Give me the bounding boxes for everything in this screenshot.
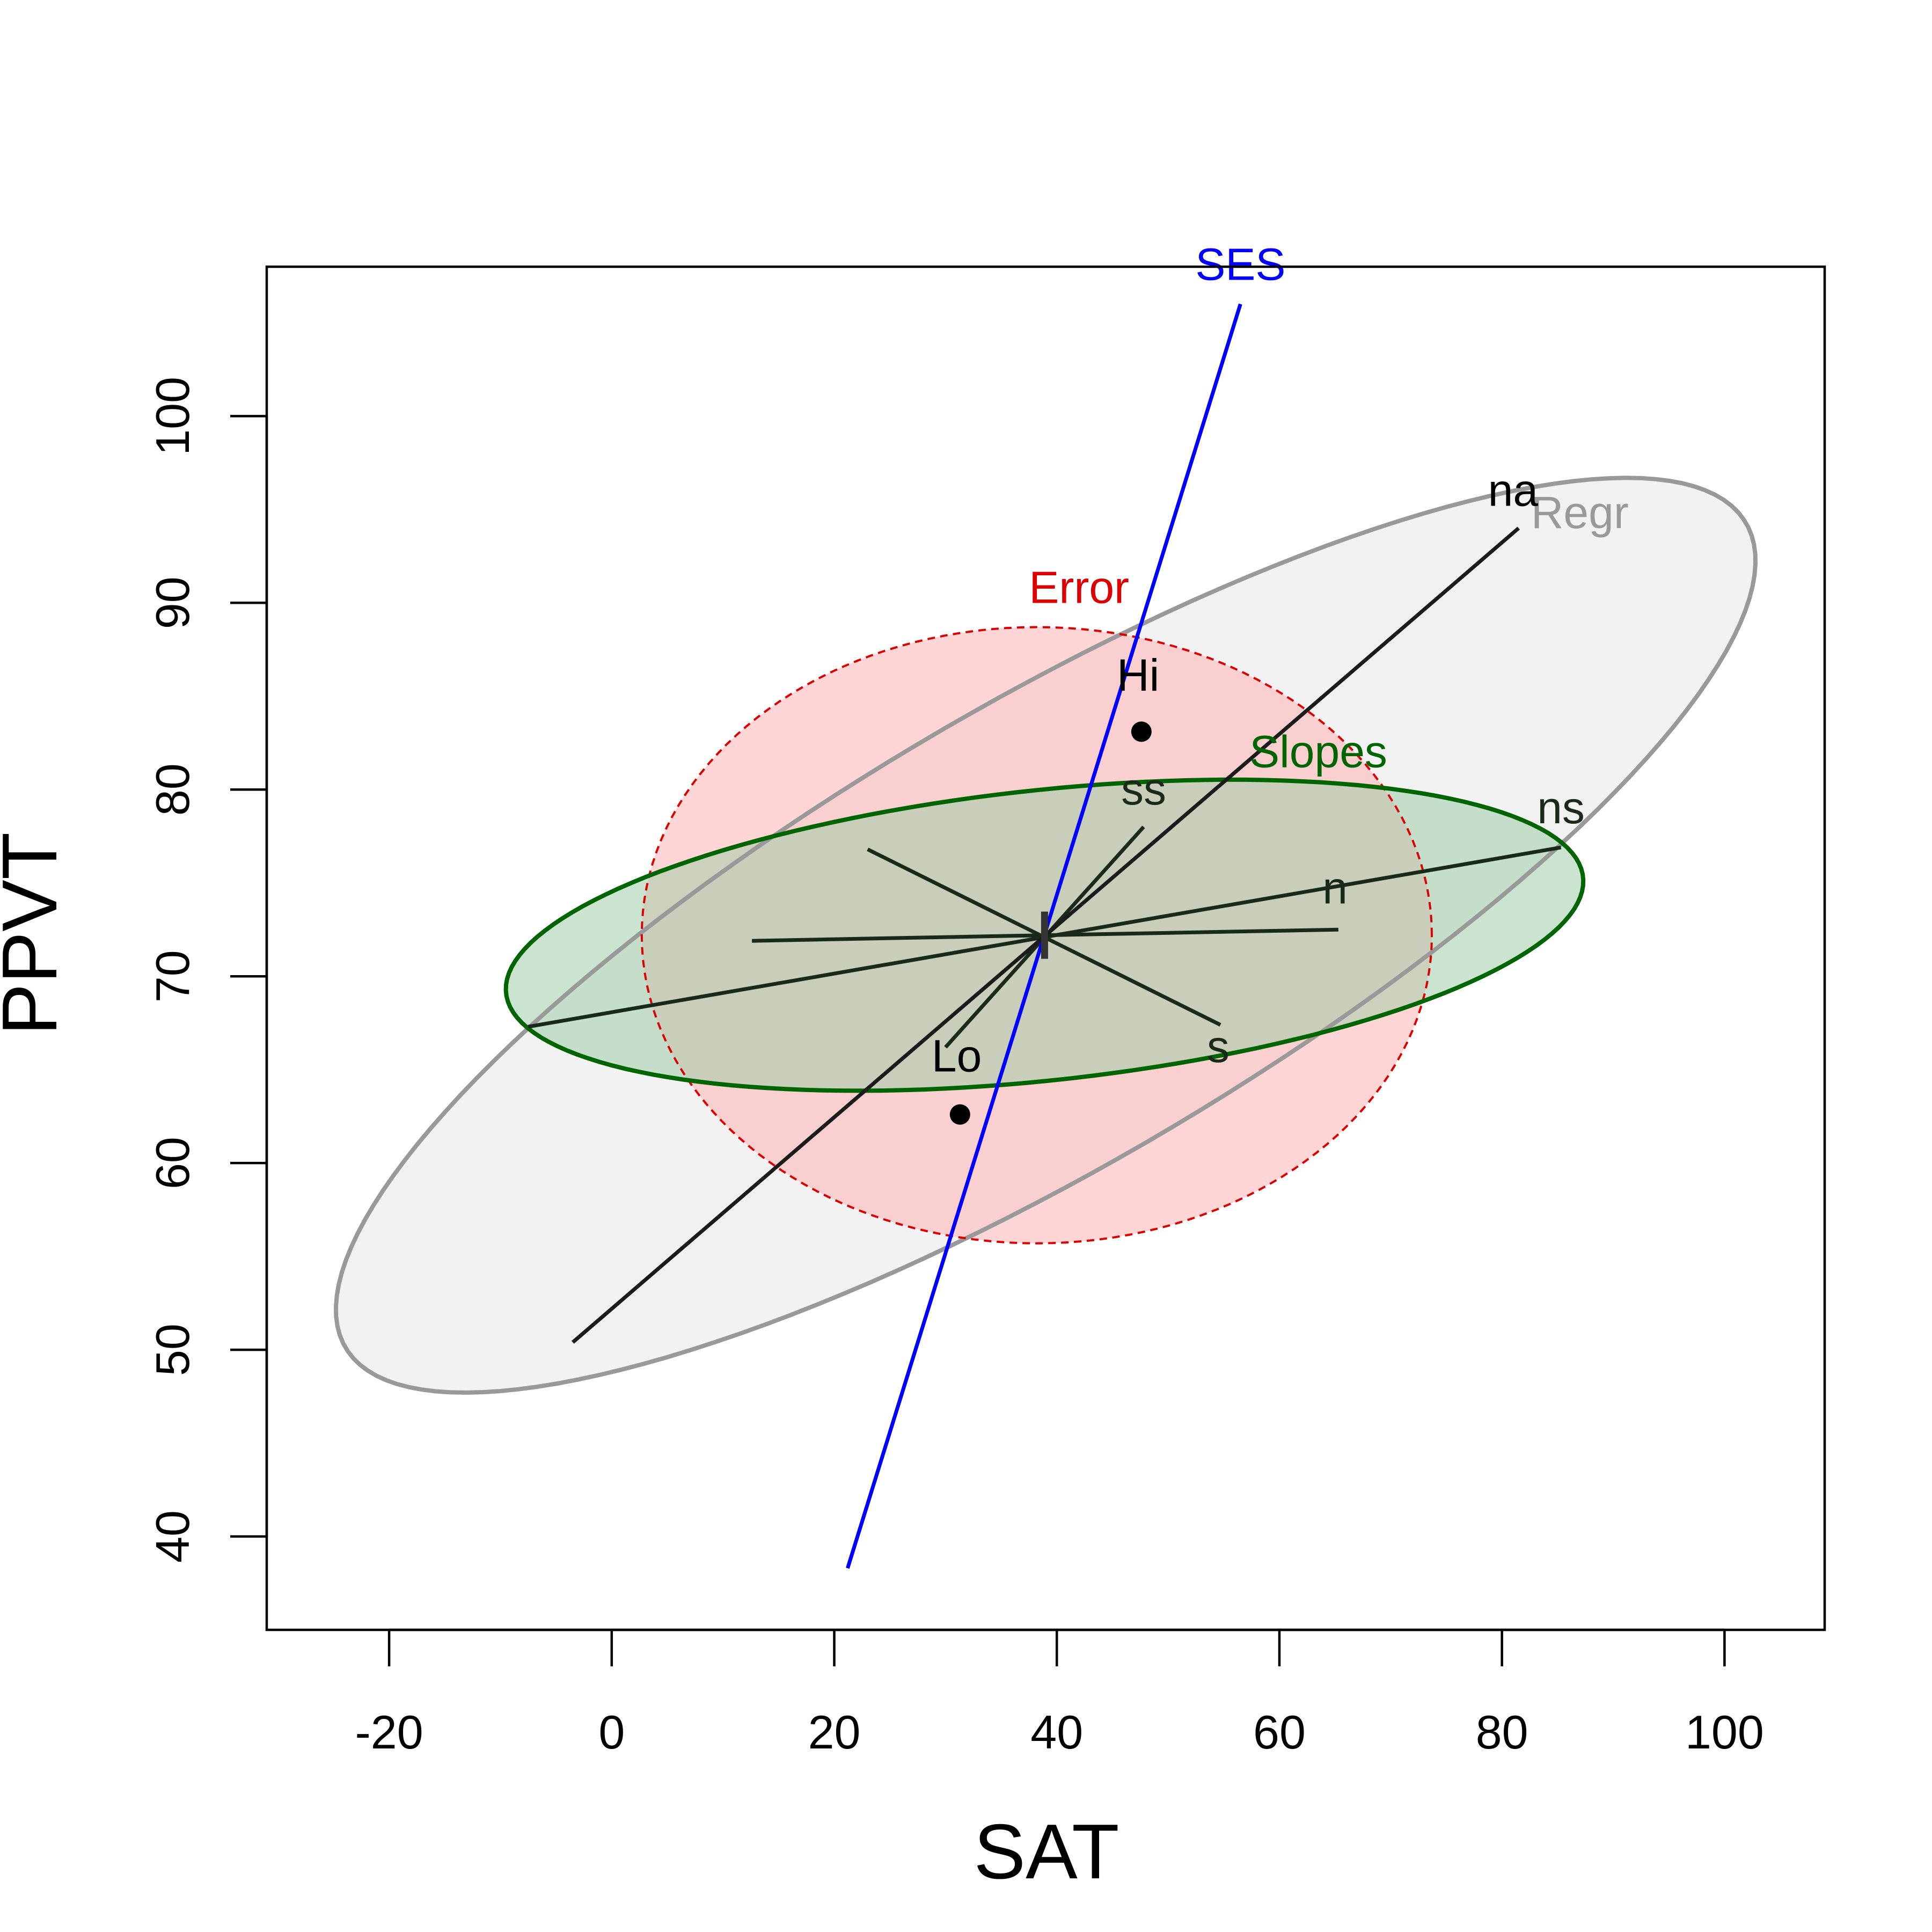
ellipse-label-slopes: Slopes [1249, 726, 1387, 777]
y-tick-label: 50 [146, 1323, 199, 1376]
x-tick-label: 20 [808, 1706, 861, 1759]
y-tick-label: 100 [146, 377, 199, 456]
ellipse-label-error: Error [1029, 562, 1129, 612]
hypothesis-label-na: na [1488, 465, 1539, 515]
contrast-label-ns: ns [1537, 782, 1585, 833]
contrast-label-s: s [1207, 1021, 1230, 1072]
ellipse-outline-error [640, 626, 1433, 1245]
y-tick-label: 40 [146, 1510, 199, 1563]
x-tick-label: 100 [1685, 1706, 1764, 1759]
line-layer [528, 303, 1562, 1569]
contrast-label-n: n [1322, 862, 1348, 913]
point-lo [949, 1104, 970, 1125]
x-axis-title: SAT [974, 1808, 1119, 1895]
y-axis-title: PPVT [0, 832, 73, 1036]
y-tick-label: 90 [146, 576, 199, 629]
y-tick-label: 60 [146, 1137, 199, 1189]
contrast-label-ss: ss [1121, 764, 1166, 814]
x-tick-label: -20 [355, 1706, 423, 1759]
x-tick-label: 40 [1030, 1706, 1083, 1759]
y-axis: 40 50 60 70 80 90 100 [146, 377, 268, 1563]
point-label-lo: Lo [932, 1031, 982, 1081]
ellipse-outline-slopes [503, 777, 1586, 1093]
x-tick-label: 80 [1476, 1706, 1528, 1759]
y-tick-label: 80 [146, 763, 199, 816]
x-tick-label: 60 [1253, 1706, 1306, 1759]
point-label-hi: Hi [1117, 650, 1159, 700]
hypothesis-label-ses: SES [1195, 239, 1285, 289]
point-hi [1131, 721, 1152, 742]
x-axis: -20 0 20 40 60 80 100 [355, 1628, 1764, 1759]
x-tick-label: 0 [598, 1706, 625, 1759]
point-layer [949, 721, 1152, 1125]
ellipse-label-regr: Regr [1531, 487, 1629, 538]
y-tick-label: 70 [146, 950, 199, 1002]
ellipse-outline-regr [333, 475, 1758, 1395]
